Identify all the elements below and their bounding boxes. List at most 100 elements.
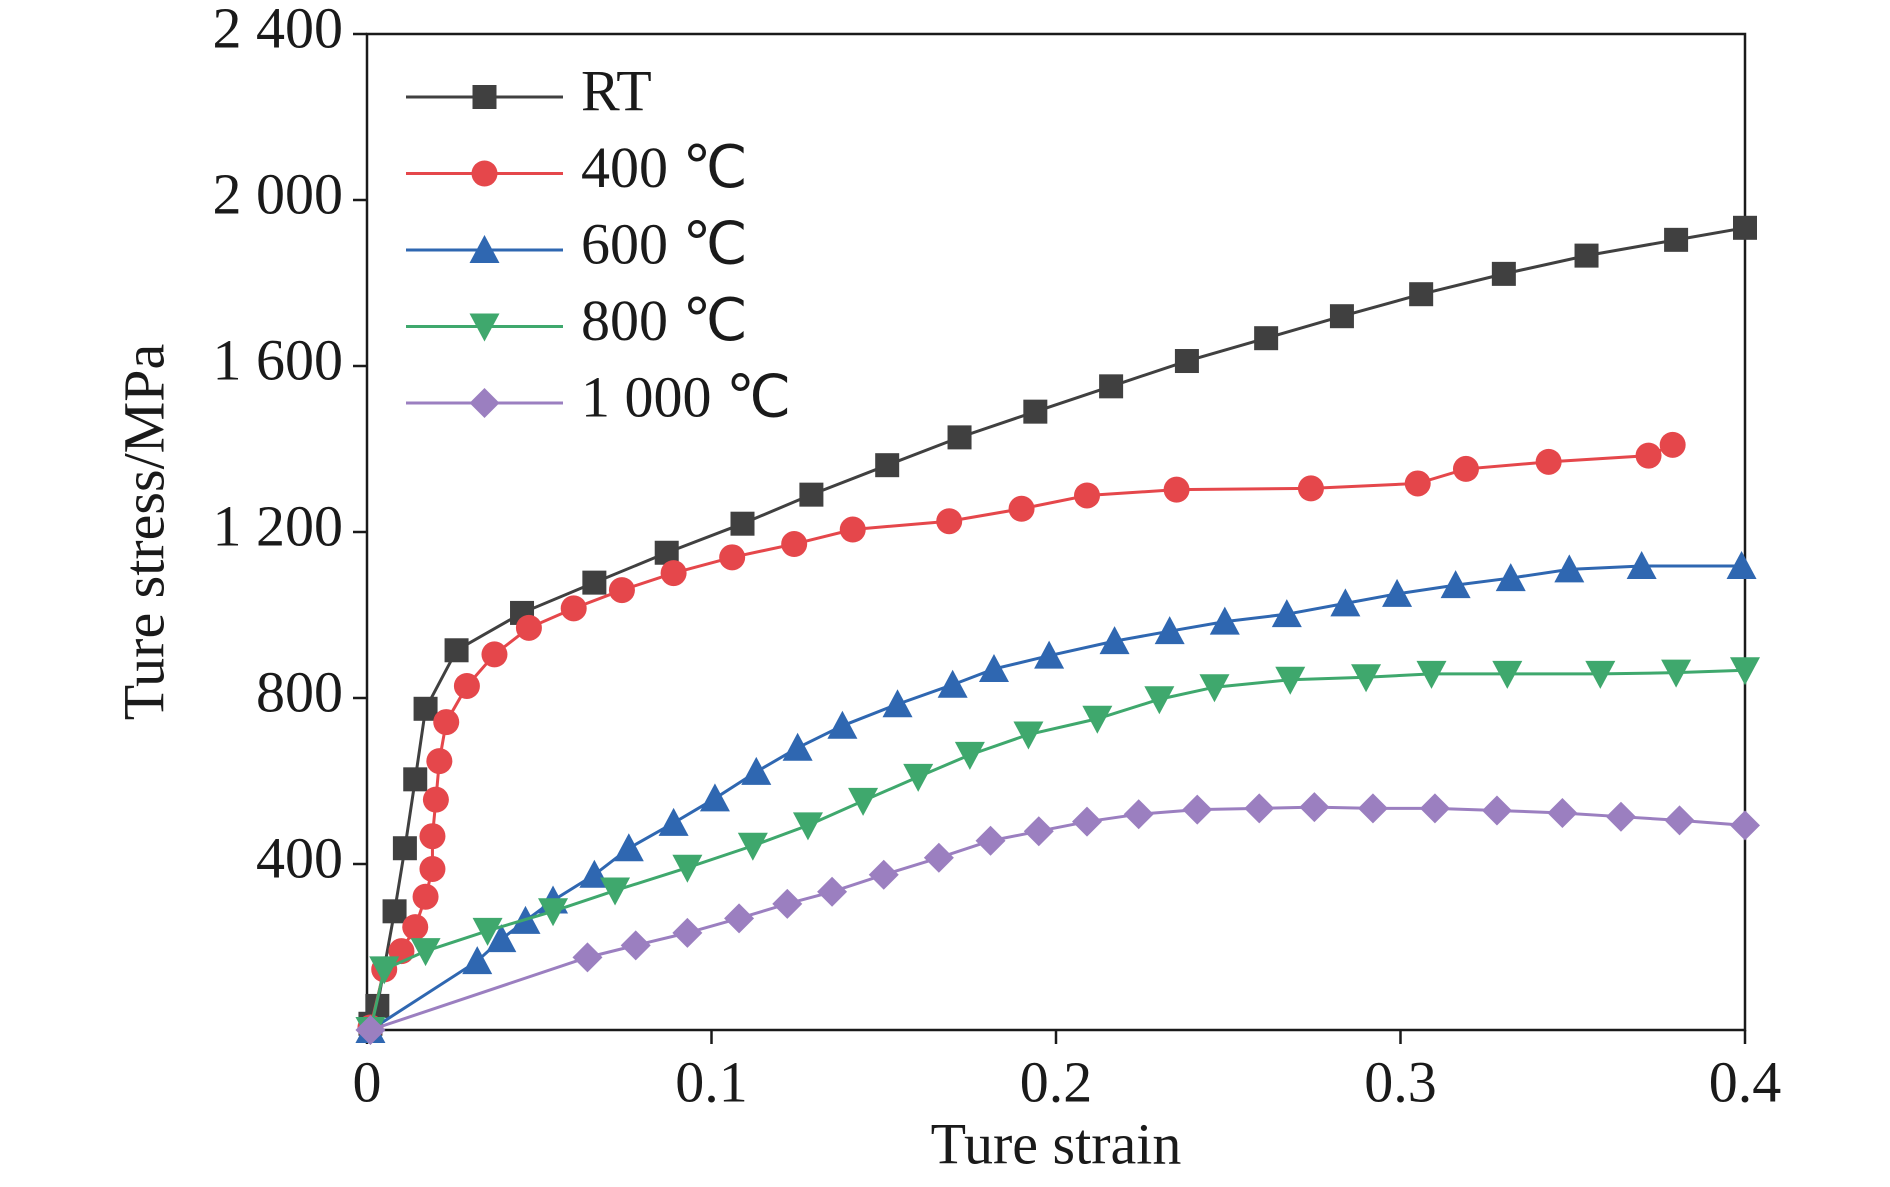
marker (613, 833, 644, 862)
marker (382, 899, 407, 924)
marker (1209, 606, 1240, 635)
marker (724, 903, 755, 934)
marker (1023, 816, 1054, 847)
y-tick-label: 1 200 (213, 493, 344, 558)
legend-label: 400 ℃ (581, 135, 748, 200)
marker (1182, 794, 1213, 825)
marker (792, 812, 823, 841)
marker (608, 577, 635, 604)
marker (737, 832, 768, 861)
y-tick-label: 400 (256, 825, 343, 890)
marker (472, 917, 503, 946)
marker (839, 516, 866, 543)
marker (462, 946, 493, 975)
marker (572, 942, 603, 973)
marker (1008, 495, 1035, 522)
marker (719, 544, 746, 571)
marker (975, 825, 1006, 856)
marker (1082, 705, 1113, 734)
marker (1013, 721, 1044, 750)
marker (419, 855, 446, 882)
marker (1351, 664, 1382, 693)
marker (1297, 475, 1324, 502)
marker (1585, 660, 1616, 689)
legend-label: 600 ℃ (581, 211, 748, 276)
marker (1034, 640, 1065, 669)
marker (1491, 261, 1516, 286)
marker (1023, 399, 1048, 424)
y-tick-label: 2 400 (213, 0, 344, 60)
marker (1275, 666, 1306, 695)
marker (1163, 476, 1190, 503)
marker (1495, 563, 1526, 592)
marker (1733, 215, 1757, 240)
marker (426, 748, 453, 775)
marker (422, 786, 449, 813)
marker (730, 511, 755, 536)
marker (672, 854, 703, 883)
marker (1330, 588, 1361, 617)
marker (402, 914, 429, 941)
marker (1123, 799, 1154, 830)
marker (772, 888, 803, 919)
marker (1535, 448, 1562, 475)
marker (781, 531, 808, 558)
marker (1626, 551, 1657, 580)
marker (1074, 482, 1101, 509)
marker (1452, 455, 1479, 482)
y-tick-label: 2 000 (213, 161, 344, 226)
marker (699, 783, 730, 812)
marker (868, 859, 899, 890)
marker (453, 672, 480, 699)
marker (560, 595, 587, 622)
marker (472, 85, 497, 109)
marker (658, 807, 689, 836)
marker (486, 924, 517, 953)
series-line (368, 668, 1746, 1031)
marker (1661, 659, 1692, 688)
plot-frame (365, 32, 1747, 1032)
marker (741, 756, 772, 785)
marker (1357, 793, 1388, 824)
marker (1271, 599, 1302, 628)
marker (444, 638, 469, 663)
marker (827, 710, 858, 739)
marker (1730, 657, 1760, 686)
marker (469, 235, 500, 263)
y-tick-label: 1 600 (213, 327, 344, 392)
marker (481, 641, 508, 668)
marker (620, 930, 651, 961)
marker (1574, 243, 1599, 268)
marker (1072, 806, 1103, 837)
marker (1659, 431, 1686, 458)
x-tick-label: 0.1 (675, 1049, 748, 1114)
series-line (369, 805, 1746, 1032)
marker (515, 614, 542, 641)
marker (471, 160, 498, 187)
x-tick-label: 0.3 (1364, 1049, 1437, 1114)
marker (799, 482, 824, 507)
legend-label: RT (581, 58, 652, 123)
marker (1382, 578, 1413, 607)
marker (1144, 686, 1175, 715)
marker (1635, 442, 1662, 469)
marker (469, 388, 500, 418)
x-tick-label: 0.2 (1020, 1049, 1093, 1114)
marker (1730, 810, 1760, 841)
marker (817, 876, 848, 907)
marker (1244, 793, 1275, 824)
marker (1299, 792, 1330, 823)
x-tick-label: 0 (353, 1049, 382, 1114)
marker (875, 453, 900, 478)
marker (392, 836, 417, 861)
y-tick-label: 800 (256, 659, 343, 724)
marker (1554, 554, 1585, 583)
marker (412, 883, 439, 910)
marker (433, 709, 460, 736)
x-axis-title: Ture strain (931, 1111, 1182, 1176)
marker (936, 508, 963, 535)
marker (1404, 470, 1431, 497)
marker (947, 425, 972, 450)
marker (1547, 797, 1578, 828)
